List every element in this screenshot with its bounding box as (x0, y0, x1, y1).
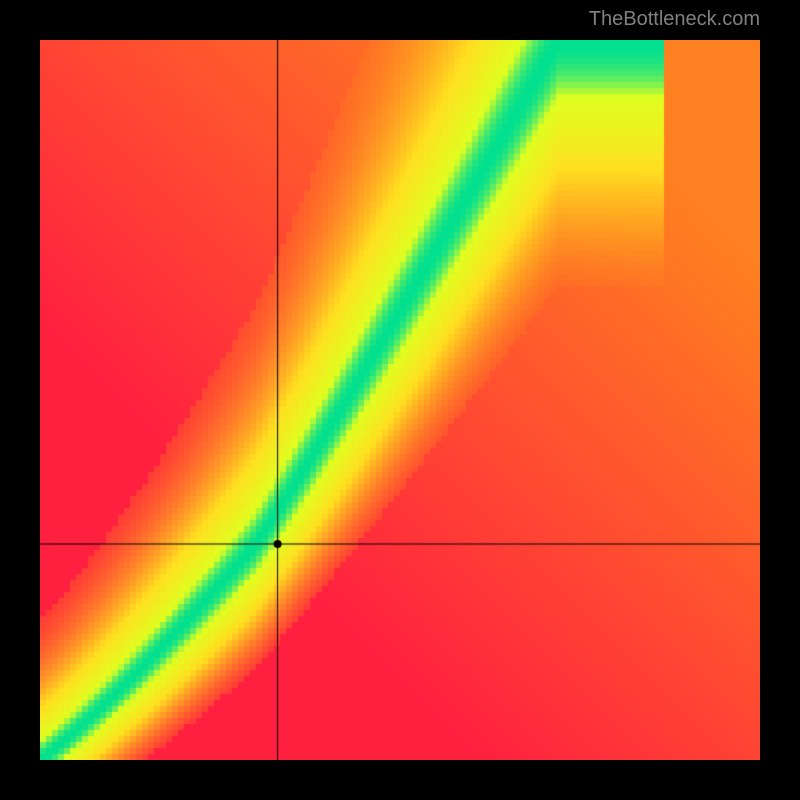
heatmap-canvas (40, 40, 760, 760)
watermark-text: TheBottleneck.com (589, 8, 760, 31)
heatmap-plot (40, 40, 760, 760)
